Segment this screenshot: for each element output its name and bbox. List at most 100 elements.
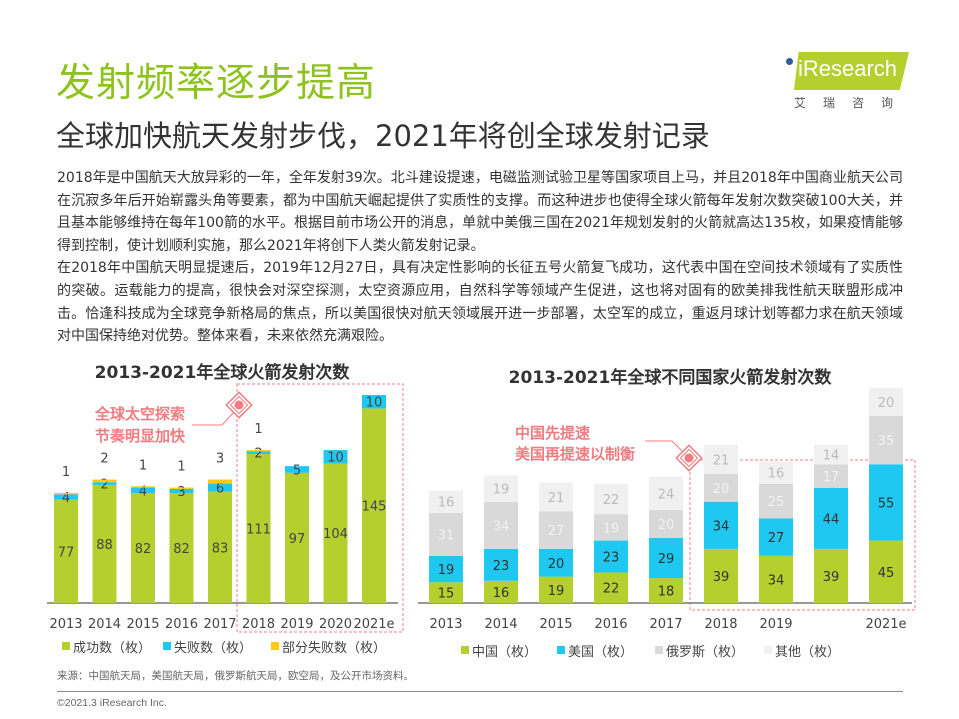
data-label: 34 [713,519,730,534]
highlight-box [236,383,404,633]
bar-segment [285,472,309,603]
bar-segment [54,499,78,603]
data-label: 44 [823,512,840,527]
data-label: 3 [216,452,224,467]
bar-segment [869,388,903,416]
bar-segment [759,555,793,603]
data-label: 145 [362,500,387,515]
data-label: 20 [713,482,730,497]
bar-segment [814,444,848,465]
legend-swatch [655,646,663,654]
bar-segment [594,540,628,573]
bar-segment [814,548,848,603]
bar-segment [429,512,463,556]
legend-label: 中国（枚） [472,645,537,660]
data-label: 55 [878,496,895,511]
bar-segment [869,464,903,541]
data-label: 22 [603,493,620,508]
bar-segment [246,451,271,455]
legend-label: 失败数（枚） [174,641,252,656]
bar-segment [649,578,683,603]
legend-swatch [271,642,279,650]
annotation-text: 中国先提速 [515,424,590,442]
bar-segment [246,450,271,452]
bar-segment [484,475,518,502]
page-title: 发射频率逐步提高 [56,61,377,106]
bar-segment [484,501,518,549]
data-label: 45 [878,566,895,581]
data-label: 39 [823,570,840,585]
legend-swatch [163,642,171,650]
bar-segment [649,476,683,511]
data-label: 19 [493,483,510,498]
bar-segment [285,466,309,473]
bar-segment [131,487,155,493]
legend-swatch [557,646,565,654]
bar-segment [131,492,155,603]
body-text: 2018年是中国航天大放异彩的一年，全年发射39次。北斗建设提速，电磁监测试验卫… [57,167,903,348]
bar-segment [759,461,793,484]
data-label: 20 [878,396,895,411]
data-label: 2 [100,478,108,493]
x-tick-label: 2021e [353,617,394,632]
annotation-text: 节奏明显加快 [95,427,186,445]
x-tick-label: 2014 [88,617,121,632]
x-tick-label: 2019 [280,617,313,632]
bar-segment [594,483,628,515]
bar-segment [539,548,573,577]
bar-segment [484,548,518,581]
bar-segment [539,511,573,549]
annotation-text: 美国再提速以制衡 [515,445,635,463]
bar-segment [759,483,793,519]
x-tick-label: 2018 [242,617,275,632]
bar-segment [92,479,117,483]
data-label: 27 [768,531,785,546]
data-label: 20 [548,557,565,572]
data-label: 1 [254,422,262,437]
footer-divider [57,691,903,692]
x-tick-label: 2017 [649,617,682,632]
bar-segment [246,454,271,603]
legend-swatch [62,642,70,650]
bar-segment [814,487,848,549]
data-label: 83 [212,541,229,556]
data-label: 19 [548,584,565,599]
data-label: 4 [62,491,70,506]
highlight-box [689,459,916,611]
logo-cn: 艾瑞咨询 [794,96,911,110]
data-label: 16 [493,586,510,601]
bar-segment [869,415,903,465]
x-tick-label: 2019 [759,617,792,632]
data-label: 34 [768,573,785,588]
data-label: 6 [216,482,224,497]
data-label: 39 [713,570,730,585]
data-label: 97 [289,532,306,547]
chart-title: 2013-2021年全球火箭发射次数 [95,362,351,383]
bar-segment [759,518,793,556]
iresearch-logo: iResearch 艾瑞咨询 [786,48,911,110]
data-label: 21 [713,453,730,468]
bar-segment [208,483,232,492]
bar-segment [704,474,738,502]
data-label: 1 [62,465,70,480]
data-label: 15 [438,587,455,602]
data-label: 82 [135,542,152,557]
bar-segment [323,463,348,603]
data-label: 2 [254,447,262,462]
legend-swatch [461,646,469,654]
data-label: 111 [246,523,271,538]
legend-label: 成功数（枚） [73,641,151,656]
data-label: 34 [493,519,510,534]
data-label: 88 [96,538,113,553]
annotation-line [221,411,235,426]
copyright: ©2021.3 iResearch Inc. [57,697,167,709]
legend-label: 其他（枚） [775,645,840,660]
bar-segment [594,514,628,541]
bar-segment [704,548,738,603]
diamond-marker-icon [229,395,249,415]
x-tick-label: 2021e [865,617,906,632]
data-label: 24 [658,487,675,502]
data-label: 21 [548,491,565,506]
data-label: 23 [493,559,510,574]
